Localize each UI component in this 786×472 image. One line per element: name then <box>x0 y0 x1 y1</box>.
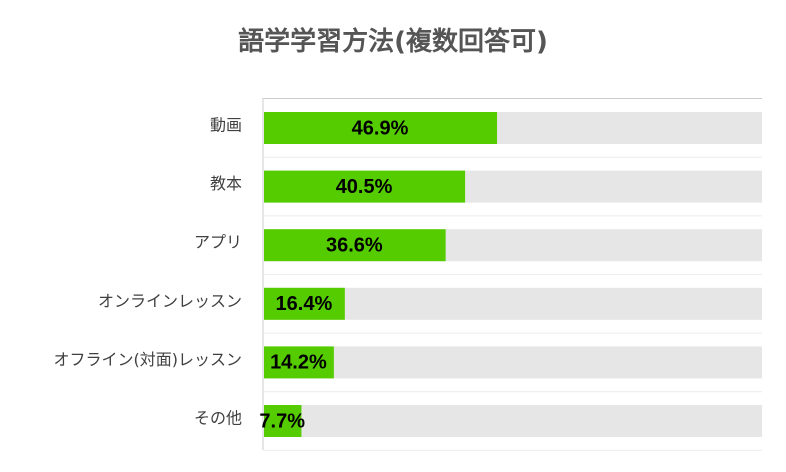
value-label: 16.4% <box>276 293 333 315</box>
bars-layer: 動画 46.9% 教本 40.5% アプリ 36.6% オンラインレッスン 16.4% オフライ… <box>54 112 762 451</box>
value-label: 14.2% <box>270 352 327 374</box>
bar <box>264 287 345 320</box>
bar-track <box>264 346 762 379</box>
bar <box>264 405 302 437</box>
category-label: オフライン(対面)レッスン <box>54 350 243 369</box>
bar-track <box>264 405 762 437</box>
category-label: その他 <box>194 409 242 428</box>
bar <box>264 346 334 379</box>
bar <box>264 229 446 262</box>
category-label: アプリ <box>194 233 242 252</box>
category-label: オンラインレッスン <box>98 291 242 310</box>
value-label: 40.5% <box>336 176 393 198</box>
chart-title: 語学学習方法(複数回答可) <box>238 26 548 57</box>
value-label: 46.9% <box>352 117 409 139</box>
category-label: 教本 <box>210 174 242 193</box>
value-label: 7.7% <box>259 410 305 432</box>
bar-track <box>264 287 762 320</box>
category-label: 動画 <box>210 116 242 135</box>
bar <box>264 112 498 144</box>
value-label: 36.6% <box>326 234 383 256</box>
bar <box>264 170 466 203</box>
